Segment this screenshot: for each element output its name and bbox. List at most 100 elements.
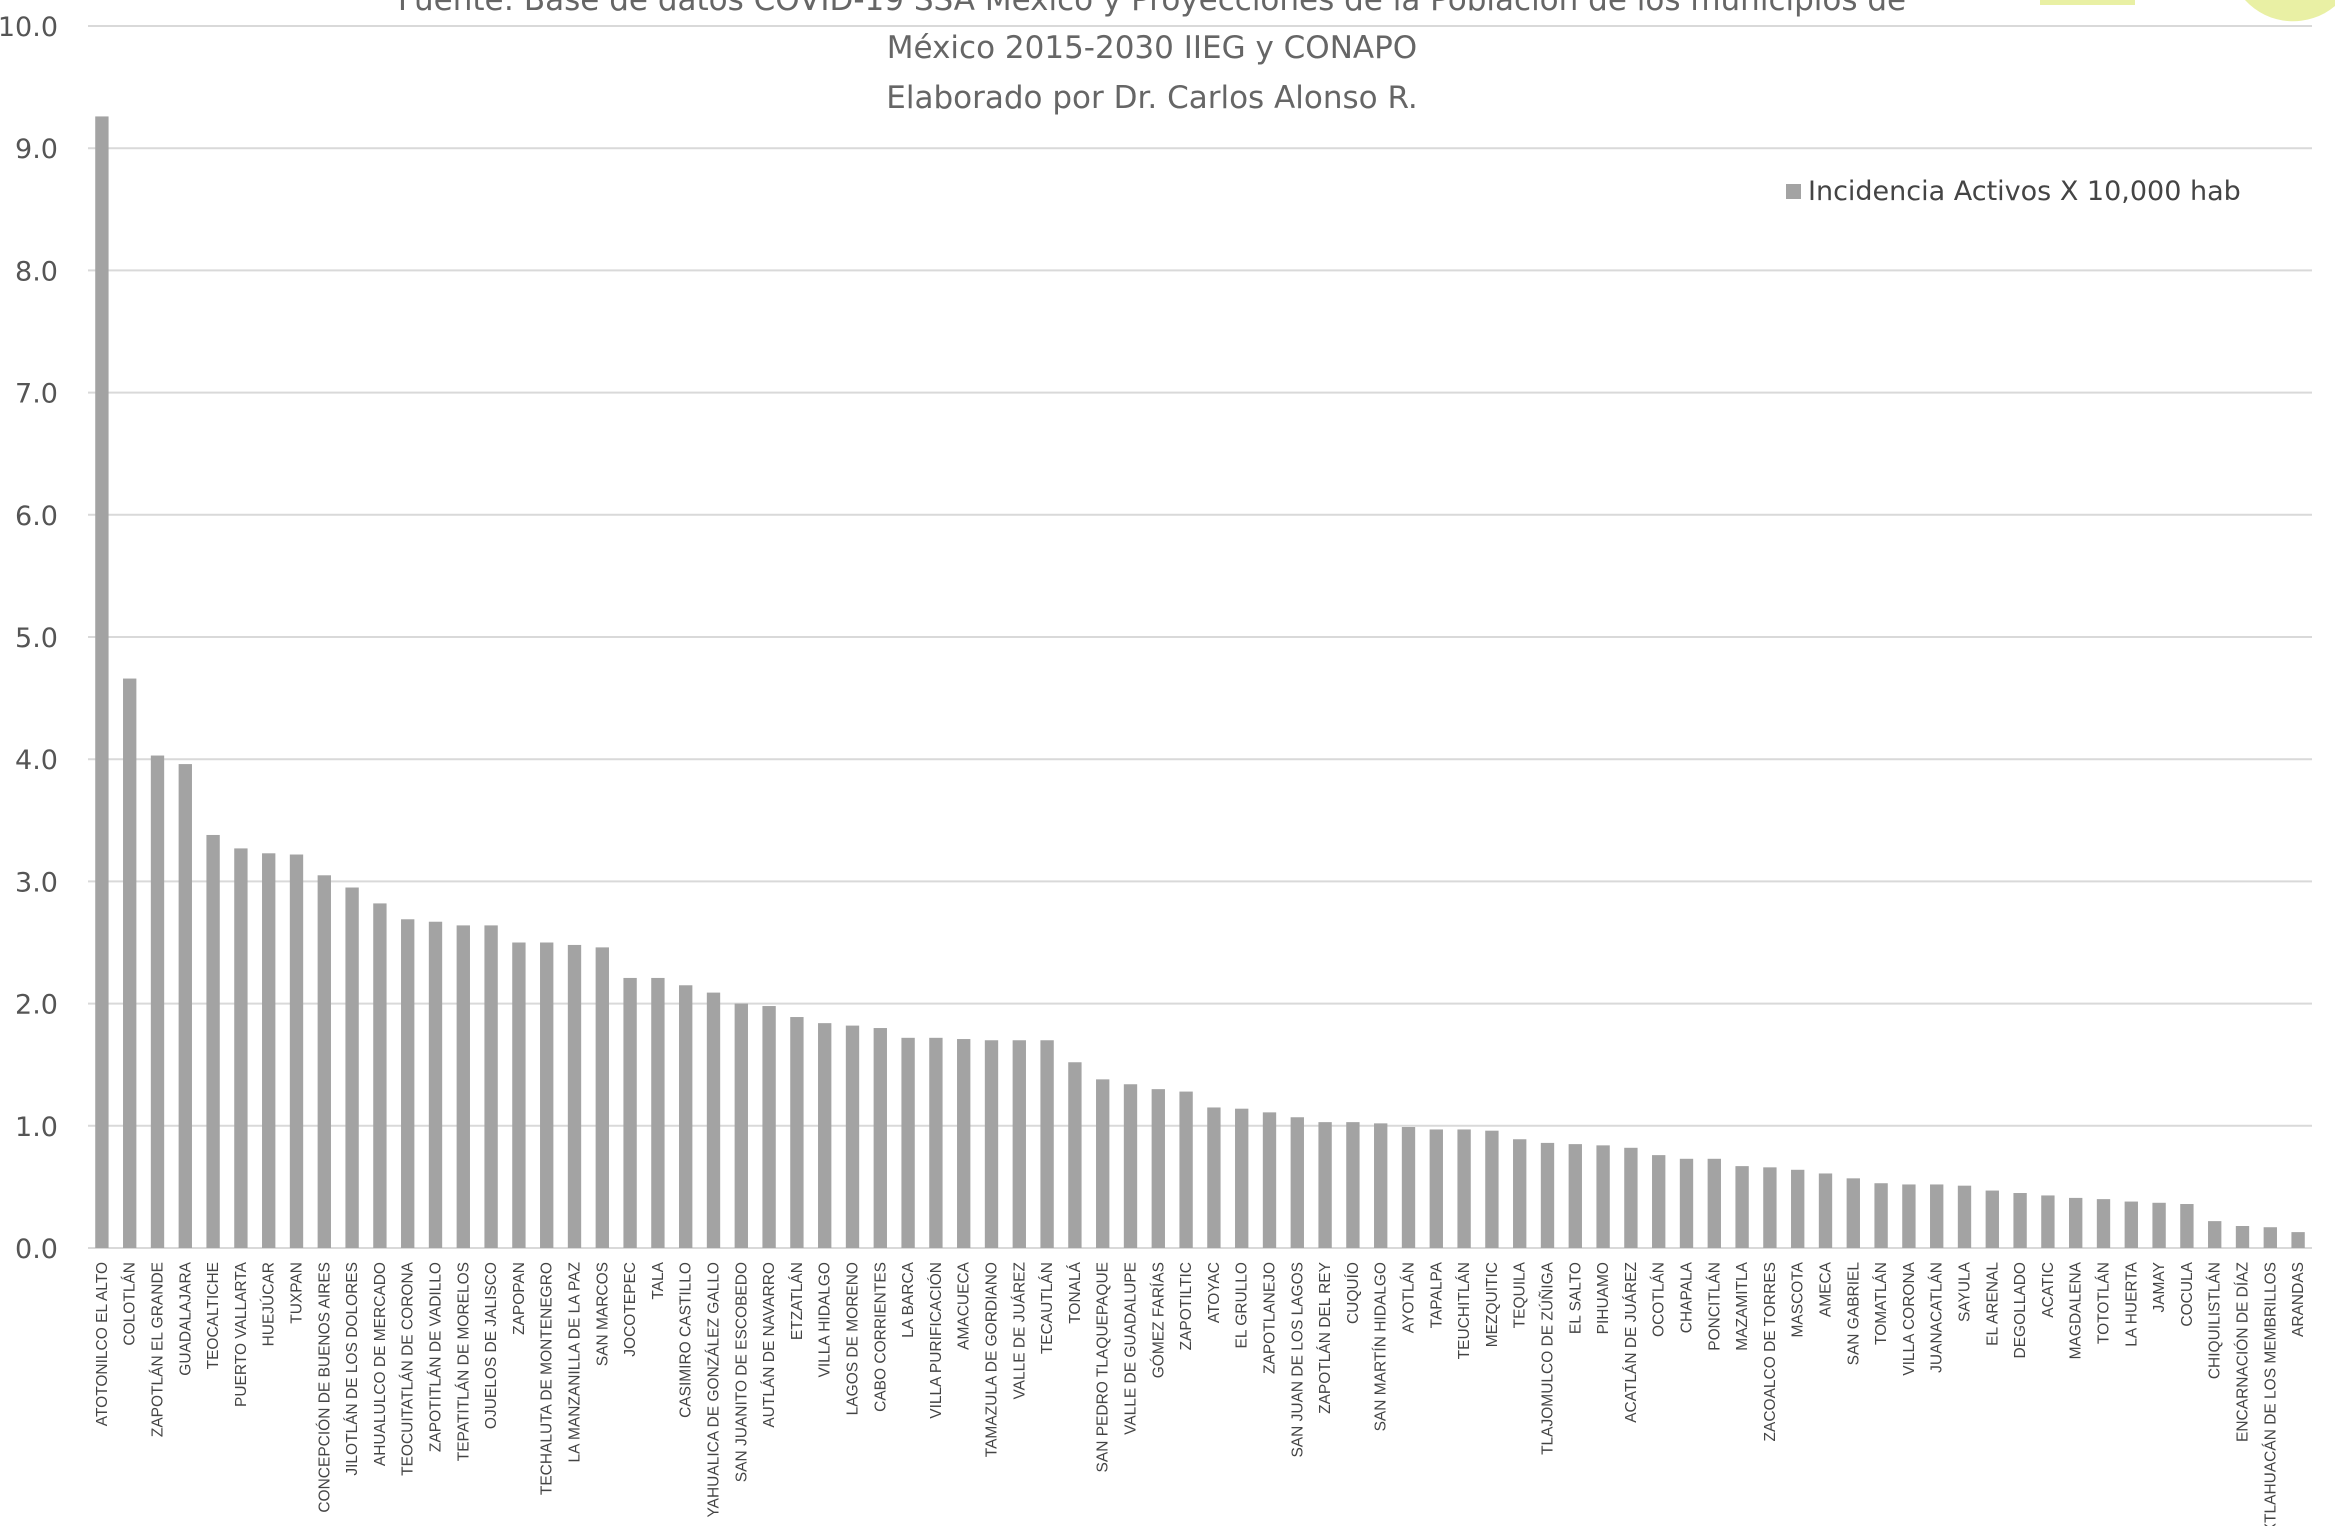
bar — [1679, 1158, 1694, 1248]
bar — [1012, 1040, 1026, 1248]
bar — [1290, 1117, 1304, 1248]
x-tick-label: TOTOTLÁN — [2096, 1262, 2113, 1344]
bar — [401, 919, 415, 1248]
bar — [1457, 1129, 1471, 1248]
y-tick-label: 7.0 — [15, 379, 58, 410]
x-tick-label: VALLE DE GUADALUPE — [1123, 1262, 1140, 1435]
x-tick-label: CUQUÍO — [1345, 1262, 1362, 1324]
bar — [1818, 1173, 1833, 1248]
bar — [1540, 1142, 1555, 1248]
x-tick-label: AHUALULCO DE MERCADO — [372, 1262, 389, 1466]
x-tick-label: EL ARENAL — [1984, 1262, 2001, 1346]
y-tick-label: 5.0 — [15, 623, 58, 654]
x-tick-label: TAMAZULA DE GORDIANO — [984, 1262, 1001, 1457]
x-tick-label: VALLE DE JUÁREZ — [1011, 1262, 1028, 1400]
bar — [845, 1025, 860, 1248]
bar — [1513, 1139, 1527, 1248]
bar — [289, 854, 304, 1248]
x-tick-label: EL SALTO — [1567, 1262, 1584, 1334]
x-tick-label: AUTLÁN DE NAVARRO — [761, 1262, 778, 1428]
x-tick-label: JOCOTEPEC — [622, 1262, 639, 1357]
y-tick-label: 3.0 — [15, 867, 58, 898]
bar — [2235, 1226, 2250, 1248]
bar — [150, 755, 165, 1248]
bar — [1985, 1190, 1999, 1248]
bar — [1207, 1107, 1221, 1248]
x-tick-label: LAGOS DE MORENO — [845, 1262, 862, 1415]
bar — [818, 1023, 832, 1248]
y-axis-tick-labels: 0.0 1.0 2.0 3.0 4.0 5.0 6.0 7.0 8.0 9.0 10.0 — [0, 12, 58, 1265]
x-tick-label: JUANACATLÁN — [1929, 1262, 1946, 1373]
chart-title: Fuente: Base de datos COVID-19 SSA Méxic… — [398, 0, 1906, 116]
x-tick-label: TEPATITLÁN DE MORELOS — [455, 1262, 472, 1461]
bar — [373, 903, 387, 1248]
x-tick-label: ZAPOTILTIC — [1178, 1262, 1195, 1350]
x-tick-label: TONALÁ — [1067, 1261, 1084, 1323]
gridlines — [88, 25, 2312, 1249]
bar — [317, 875, 331, 1248]
x-tick-label: TECHALUTA DE MONTENEGRO — [539, 1262, 556, 1495]
x-tick-label: TEOCUITATLÁN DE CORONA — [400, 1261, 417, 1476]
bar — [2263, 1227, 2277, 1248]
bar — [1318, 1122, 1332, 1248]
x-tick-label: TALA — [650, 1261, 667, 1299]
x-axis-tick-labels: ATOTONILCO EL ALTO COLOTLÁN ZAPOTLÁN EL GR… — [94, 1261, 2307, 1526]
x-tick-label: SAN GABRIEL — [1845, 1262, 1862, 1366]
bar — [2096, 1199, 2111, 1248]
bar — [1346, 1122, 1360, 1248]
x-tick-label: SAN JUAN DE LOS LAGOS — [1289, 1262, 1306, 1458]
x-tick-label: TOMATLÁN — [1873, 1262, 1890, 1345]
bar — [2041, 1195, 2055, 1248]
x-tick-label: IXTLAHUACÁN DE LOS MEMBRILLOS — [2262, 1262, 2279, 1526]
bar — [1485, 1130, 1499, 1248]
y-tick-label: 10.0 — [0, 12, 58, 43]
x-tick-label: SAN PEDRO TLAQUEPAQUE — [1095, 1262, 1112, 1472]
x-tick-label: PUERTO VALLARTA — [233, 1261, 250, 1407]
x-tick-label: SAN JUANITO DE ESCOBEDO — [733, 1262, 750, 1482]
bar — [95, 116, 109, 1249]
chart-title-line-2: México 2015-2030 IIEG y CONAPO — [887, 30, 1417, 66]
x-tick-label: JILOTLÁN DE LOS DOLORES — [344, 1262, 361, 1476]
bar — [1568, 1144, 1582, 1248]
bar — [651, 977, 665, 1248]
x-tick-label: LA BARCA — [900, 1261, 917, 1337]
bar — [929, 1037, 943, 1248]
y-tick-label: 0.0 — [15, 1234, 58, 1265]
x-tick-label: TUXPAN — [289, 1262, 306, 1324]
bars — [95, 116, 2305, 1249]
chart-title-line-1: Fuente: Base de datos COVID-19 SSA Méxic… — [398, 0, 1906, 18]
bar — [2124, 1201, 2138, 1248]
x-tick-label: LA MANZANILLA DE LA PAZ — [567, 1262, 584, 1462]
bar — [234, 848, 248, 1248]
bar — [2152, 1202, 2166, 1248]
x-tick-label: PIHUAMO — [1595, 1262, 1612, 1334]
x-tick-label: DEGOLLADO — [2012, 1262, 2029, 1358]
x-tick-label: ACATLÁN DE JUÁREZ — [1623, 1262, 1640, 1423]
bar — [540, 942, 554, 1248]
x-tick-label: SAN MARTÍN HIDALGO — [1373, 1262, 1390, 1431]
x-tick-label: AYOTLÁN — [1401, 1262, 1418, 1333]
x-tick-label: VILLA PURIFICACIÓN — [928, 1262, 945, 1419]
x-tick-label: AMECA — [1818, 1261, 1835, 1317]
bar — [873, 1028, 887, 1248]
bar — [2208, 1221, 2222, 1248]
bar — [1179, 1091, 1193, 1248]
bar — [456, 925, 470, 1248]
bar — [123, 678, 137, 1248]
bar — [567, 944, 582, 1248]
y-tick-label: 8.0 — [15, 256, 58, 287]
bar — [178, 764, 192, 1248]
legend-label: Incidencia Activos X 10,000 hab — [1808, 176, 2241, 207]
y-tick-label: 2.0 — [15, 990, 58, 1021]
chart-title-line-3: Elaborado por Dr. Carlos Alonso R. — [886, 80, 1417, 116]
bar — [1096, 1079, 1110, 1248]
bar — [1123, 1084, 1138, 1248]
x-tick-label: ACATIC — [2040, 1262, 2057, 1318]
x-tick-label: TECAUTLÁN — [1039, 1262, 1056, 1354]
x-tick-label: MAGDALENA — [2068, 1261, 2085, 1359]
x-tick-label: PONCITLÁN — [1706, 1262, 1723, 1351]
x-tick-label: ATOYAC — [1206, 1262, 1223, 1323]
bar — [262, 853, 276, 1248]
bar — [679, 985, 693, 1248]
bar — [1068, 1062, 1082, 1248]
